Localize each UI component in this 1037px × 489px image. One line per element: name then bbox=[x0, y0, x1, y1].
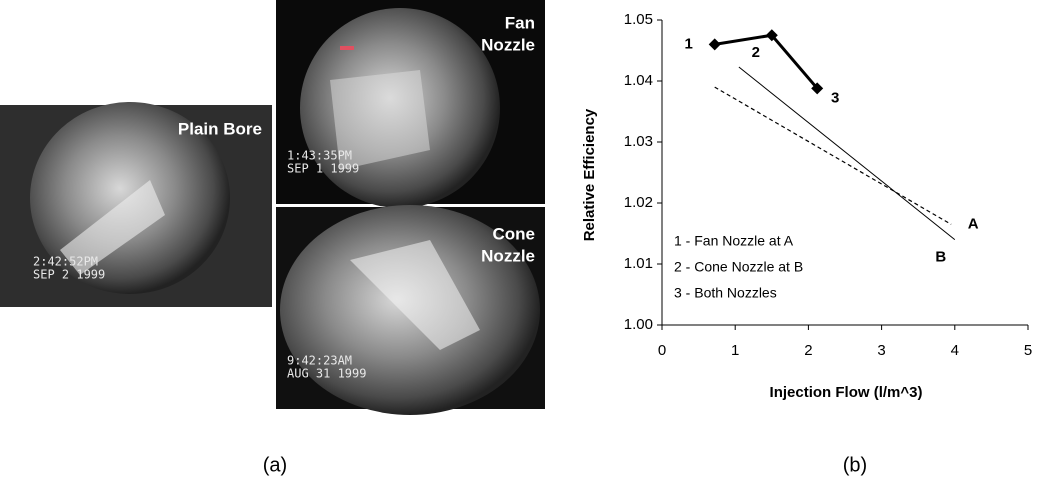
photo-label: Cone bbox=[493, 224, 536, 243]
x-tick-label: 3 bbox=[877, 342, 885, 359]
caption: (a) bbox=[263, 454, 287, 476]
photo-label: Fan bbox=[505, 13, 535, 32]
y-tick-label: 1.00 bbox=[624, 316, 653, 333]
x-tick-label: 5 bbox=[1024, 342, 1032, 359]
x-tick-label: 4 bbox=[951, 342, 959, 359]
series-name: A bbox=[968, 215, 979, 232]
y-axis-label: Relative Efficiency bbox=[581, 108, 598, 241]
photo-label: Nozzle bbox=[481, 246, 535, 265]
series-name: B bbox=[935, 249, 946, 266]
x-tick-label: 2 bbox=[804, 342, 812, 359]
note: 1 - Fan Nozzle at A bbox=[674, 233, 794, 249]
x-axis-label: Injection Flow (l/m^3) bbox=[770, 384, 923, 401]
point-label: 3 bbox=[831, 89, 839, 106]
y-tick-label: 1.02 bbox=[624, 194, 653, 211]
caption: (b) bbox=[843, 454, 867, 476]
y-tick-label: 1.05 bbox=[624, 11, 653, 28]
point-label: 2 bbox=[752, 44, 760, 61]
photo-label: Plain Bore bbox=[178, 119, 262, 138]
x-tick-label: 0 bbox=[658, 342, 666, 359]
y-tick-label: 1.01 bbox=[624, 255, 653, 272]
photo-timestamp: SEP 1 1999 bbox=[287, 162, 359, 176]
photo-timestamp: 2:42:52PM bbox=[33, 255, 98, 269]
photo-timestamp: 1:43:35PM bbox=[287, 149, 352, 163]
photo-label: Nozzle bbox=[481, 35, 535, 54]
note: 2 - Cone Nozzle at B bbox=[674, 259, 803, 275]
marker bbox=[709, 38, 721, 50]
series-line bbox=[715, 87, 951, 224]
y-tick-label: 1.03 bbox=[624, 133, 653, 150]
photo-timestamp: AUG 31 1999 bbox=[287, 367, 366, 381]
series-line bbox=[715, 35, 817, 88]
photo-timestamp: 9:42:23AM bbox=[287, 354, 352, 368]
note: 3 - Both Nozzles bbox=[674, 285, 777, 301]
figure: Plain Bore 2:42:52PMSEP 2 1999 Fan Nozzle 1:… bbox=[0, 0, 1037, 489]
photo-timestamp: SEP 2 1999 bbox=[33, 268, 105, 282]
series-line bbox=[739, 67, 955, 240]
y-tick-label: 1.04 bbox=[624, 72, 653, 89]
x-tick-label: 1 bbox=[731, 342, 739, 359]
chart: 1.00 1.01 1.02 1.03 1.04 1.05 0 1 2 3 4 5 Injection … bbox=[581, 11, 1032, 401]
point-label: 1 bbox=[685, 35, 693, 52]
